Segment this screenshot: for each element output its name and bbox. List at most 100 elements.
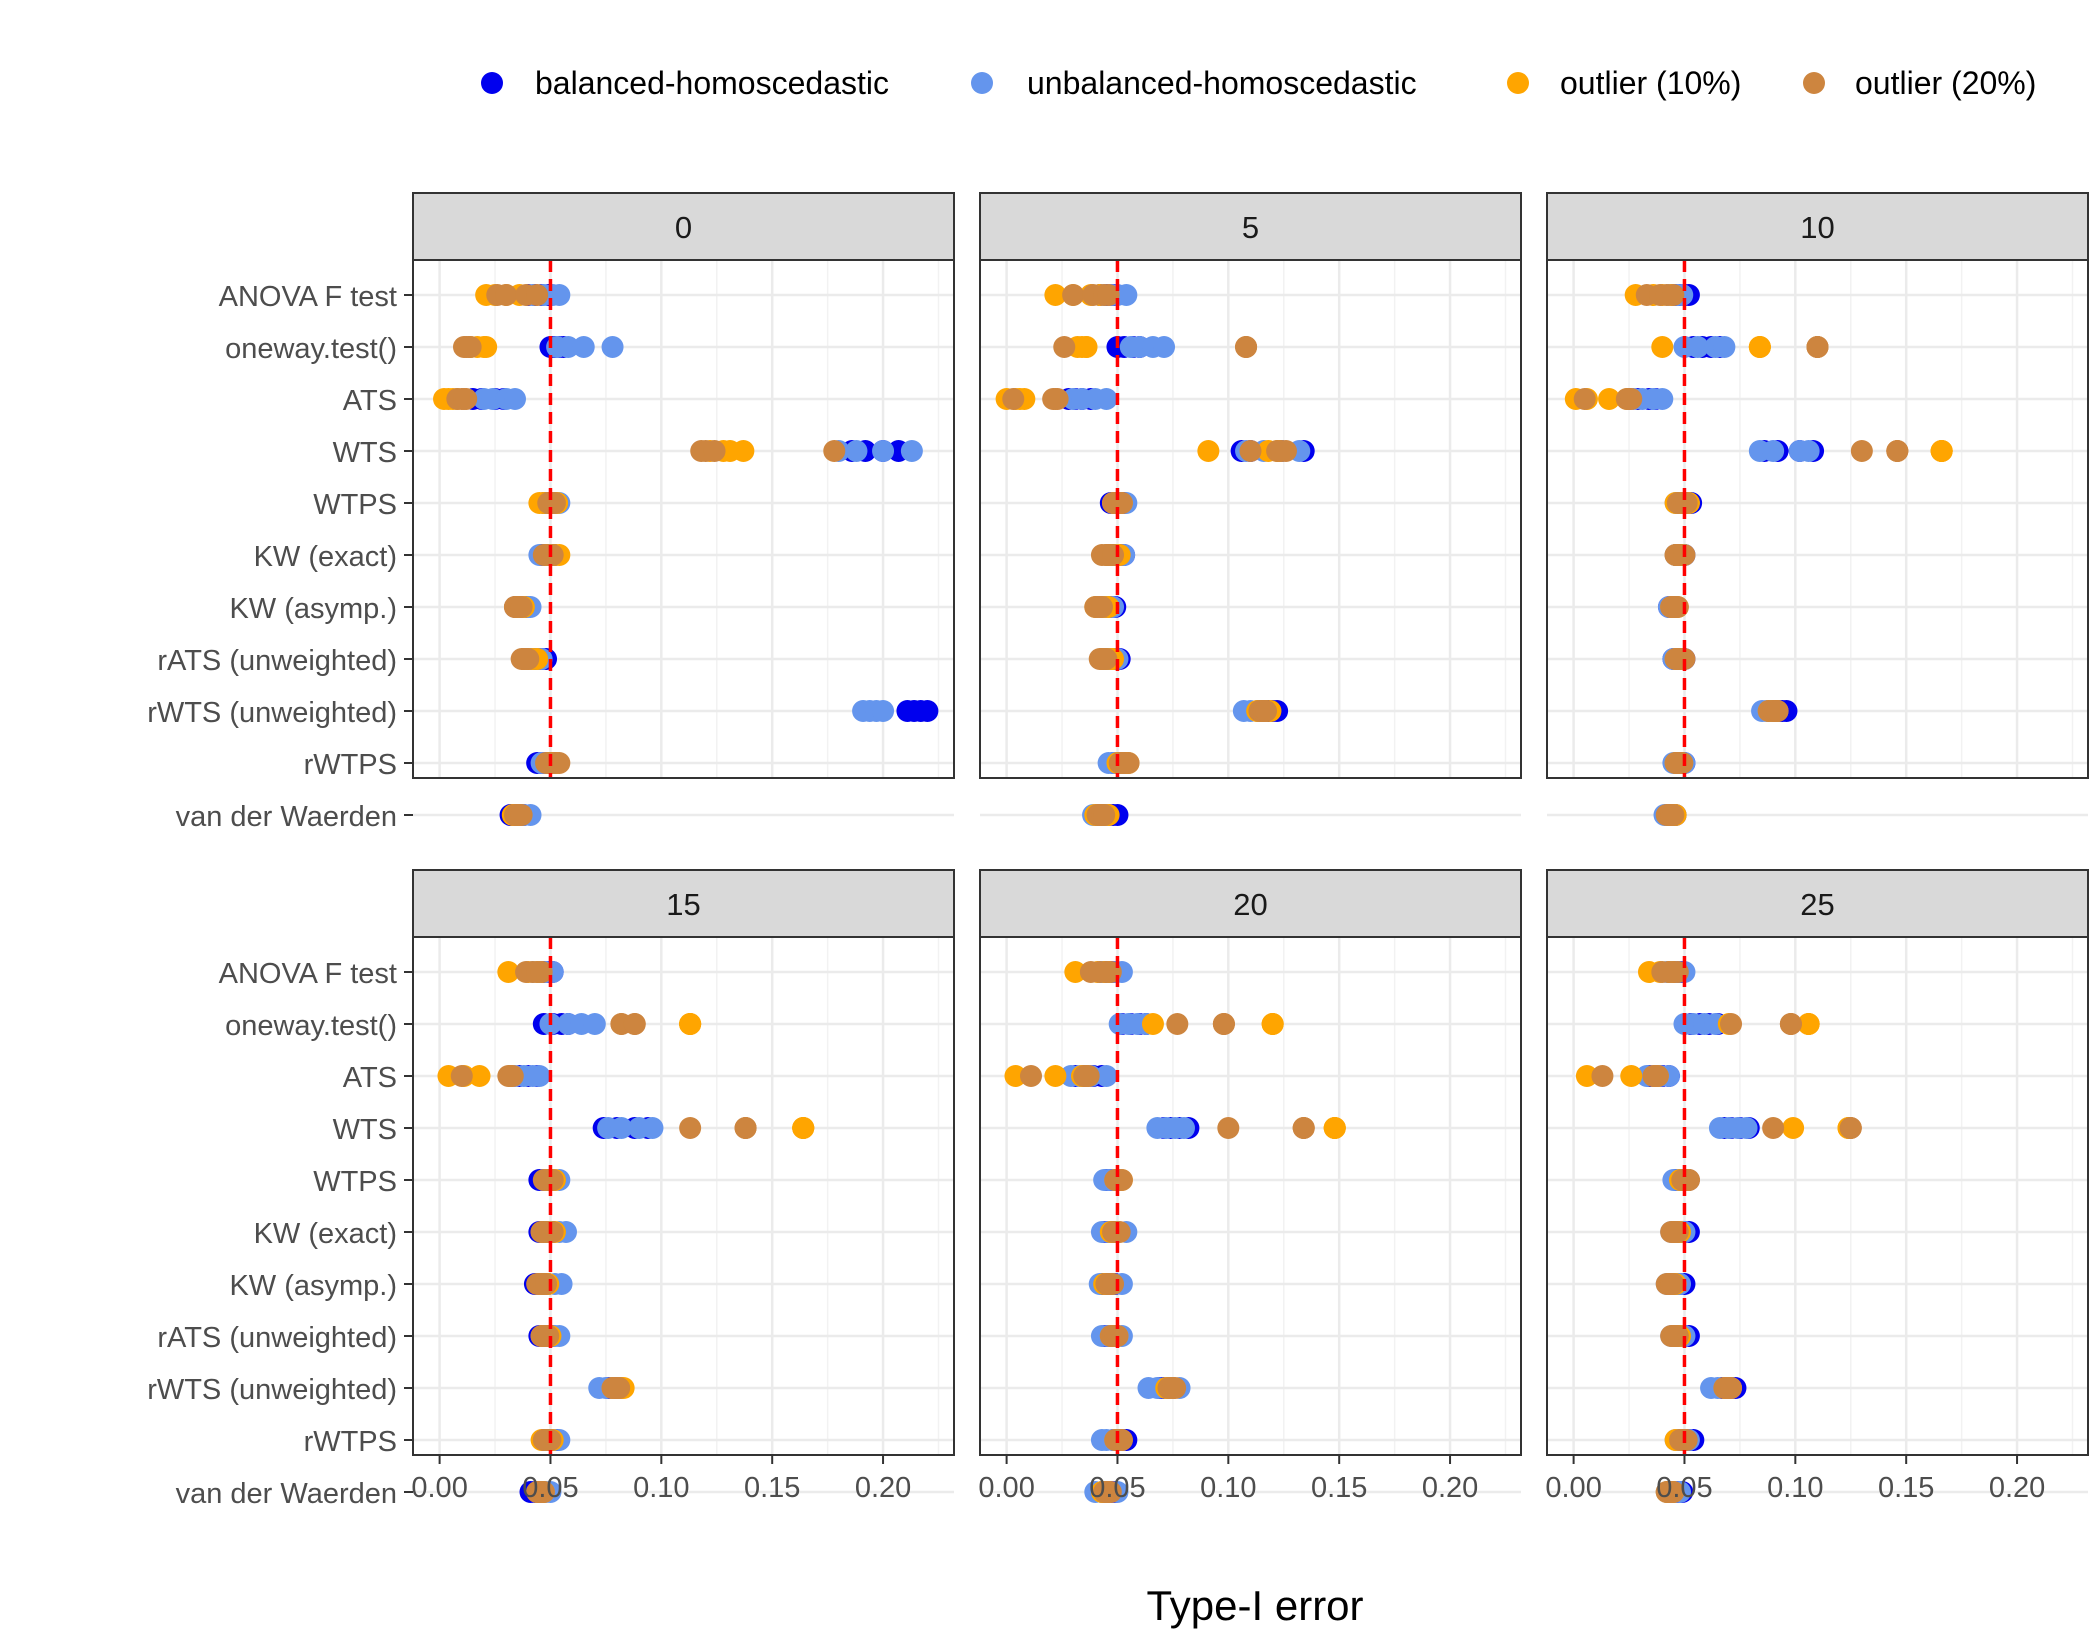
x-tick-label: 0.00 [978, 1472, 1034, 1504]
point-outlier-20 [1117, 752, 1140, 774]
point-outlier-10 [1197, 440, 1220, 462]
point-unbalanced-homoscedastic [548, 284, 571, 306]
point-outlier-20 [1110, 492, 1133, 514]
point-outlier-20 [1677, 1169, 1700, 1191]
x-tick-label: 0.20 [855, 1472, 911, 1504]
point-outlier-20 [501, 1065, 524, 1087]
point-outlier-10 [475, 336, 498, 358]
point-unbalanced-homoscedastic [1686, 336, 1709, 358]
point-outlier-20 [1671, 752, 1694, 774]
x-tick-label: 0.00 [411, 1472, 467, 1504]
point-outlier-20 [450, 1065, 473, 1087]
point-unbalanced-homoscedastic [1651, 388, 1674, 410]
point-outlier-20 [1110, 1429, 1133, 1451]
point-outlier-20 [608, 1377, 631, 1399]
x-axis-labels: 0.00 0.05 0.10 0.15 0.20 0.00 0.05 0.10 0.15 0.20… [411, 1455, 2045, 1504]
point-unbalanced-homoscedastic [583, 1013, 606, 1035]
y-tick-label: ANOVA F test [219, 958, 397, 990]
y-tick-label: WTPS [313, 489, 397, 521]
point-outlier-20 [823, 440, 846, 462]
panel-5: 5 [979, 192, 1522, 826]
y-tick-label: KW (asymp.) [229, 1270, 397, 1302]
panel-strip [979, 869, 1522, 938]
point-outlier-20 [1886, 440, 1909, 462]
point-unbalanced-homoscedastic [1735, 1117, 1758, 1139]
x-tick-label: 0.00 [1545, 1472, 1601, 1504]
point-outlier-20 [1212, 1013, 1235, 1035]
y-tick-label: van der Waerden [176, 801, 397, 833]
y-tick-label: KW (asymp.) [229, 593, 397, 625]
point-balanced-homoscedastic [916, 700, 939, 722]
point-unbalanced-homoscedastic [1115, 284, 1138, 306]
point-outlier-20 [530, 961, 553, 983]
point-outlier-10 [468, 1065, 491, 1087]
legend-marker-balanced-homoscedastic [481, 72, 503, 94]
point-outlier-20 [1662, 284, 1685, 306]
y-tick-label: WTPS [313, 1166, 397, 1198]
panel-title: 20 [1233, 887, 1267, 922]
panel-border [979, 259, 1522, 779]
y-tick-label: WTS [333, 437, 397, 469]
point-outlier-20 [1292, 1117, 1315, 1139]
legend-label-outlier-20: outlier (20%) [1855, 65, 2036, 101]
point-outlier-20 [623, 1013, 646, 1035]
panel-background [980, 937, 1521, 1455]
point-unbalanced-homoscedastic [572, 336, 595, 358]
x-tick-label: 0.15 [744, 1472, 800, 1504]
point-outlier-10 [497, 961, 520, 983]
point-outlier-20 [548, 752, 571, 774]
y-tick-label: ANOVA F test [219, 281, 397, 313]
point-outlier-20 [1102, 544, 1125, 566]
point-outlier-20 [510, 804, 533, 826]
panel-border [1546, 259, 2089, 779]
point-unbalanced-homoscedastic [1095, 388, 1118, 410]
panel-background [1547, 937, 2088, 1455]
point-outlier-10 [1782, 1117, 1805, 1139]
point-outlier-10 [1044, 284, 1067, 306]
point-outlier-20 [1675, 492, 1698, 514]
point-outlier-20 [1002, 388, 1025, 410]
point-outlier-20 [703, 440, 726, 462]
y-tick-label: rWTS (unweighted) [147, 1374, 397, 1406]
y-axis-labels: ANOVA F test oneway.test() ATS WTS WTPS KW (e… [147, 281, 413, 1510]
y-tick-label: rWTS (unweighted) [147, 697, 397, 729]
point-outlier-20 [1097, 284, 1120, 306]
point-unbalanced-homoscedastic [1713, 336, 1736, 358]
legend-label-unbalanced-homoscedastic: unbalanced-homoscedastic [1027, 65, 1417, 101]
panel-strip [1546, 869, 2089, 938]
point-outlier-20 [1591, 1065, 1614, 1087]
panel-10: 10 [1546, 192, 2089, 826]
point-outlier-20 [1062, 284, 1085, 306]
panel-border [412, 936, 955, 1456]
legend-marker-unbalanced-homoscedastic [971, 72, 993, 94]
point-outlier-20 [1053, 336, 1076, 358]
point-outlier-20 [1110, 1169, 1133, 1191]
y-tick-label: rWTPS [304, 1426, 397, 1458]
point-outlier-10 [1748, 336, 1771, 358]
point-outlier-20 [1662, 1273, 1685, 1295]
y-tick-label: KW (exact) [254, 541, 397, 573]
y-tick-label: WTS [333, 1114, 397, 1146]
panel-0: 0 [412, 192, 955, 826]
legend: balanced-homoscedastic unbalanced-homosce… [481, 65, 2036, 101]
point-outlier-20 [1573, 388, 1596, 410]
point-outlier-20 [1662, 1481, 1685, 1503]
panel-strip [412, 192, 955, 261]
point-unbalanced-homoscedastic [872, 440, 895, 462]
legend-marker-outlier-20 [1803, 72, 1825, 94]
point-outlier-20 [1766, 700, 1789, 722]
point-outlier-20 [1108, 1221, 1131, 1243]
point-outlier-20 [541, 1169, 564, 1191]
point-outlier-20 [1274, 440, 1297, 462]
point-outlier-20 [1646, 1065, 1669, 1087]
point-unbalanced-homoscedastic [1153, 336, 1176, 358]
point-outlier-20 [1217, 1117, 1240, 1139]
point-outlier-10 [1044, 1065, 1067, 1087]
point-unbalanced-homoscedastic [872, 700, 895, 722]
point-unbalanced-homoscedastic [601, 336, 624, 358]
point-outlier-20 [1077, 1065, 1100, 1087]
facet-panels: 0 5 10 15 20 25 [412, 192, 2089, 1503]
point-outlier-20 [1675, 1429, 1698, 1451]
panel-border [979, 936, 1522, 1456]
point-unbalanced-homoscedastic [1095, 1065, 1118, 1087]
